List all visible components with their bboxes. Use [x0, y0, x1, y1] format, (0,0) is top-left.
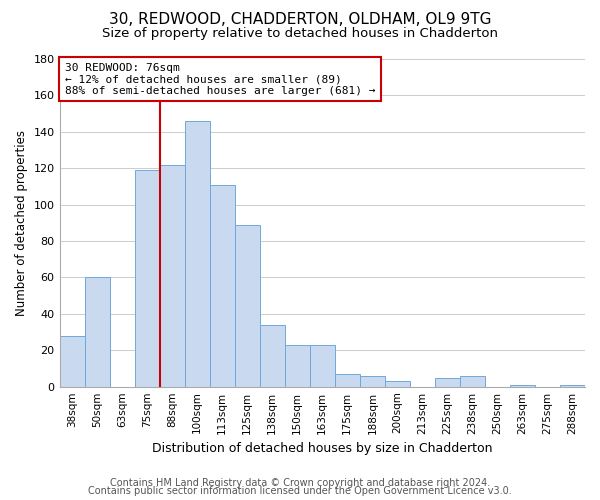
Bar [59, 336, 85, 386]
Text: 30 REDWOOD: 76sqm
← 12% of detached houses are smaller (89)
88% of semi-detached: 30 REDWOOD: 76sqm ← 12% of detached hous… [65, 62, 375, 96]
X-axis label: Distribution of detached houses by size in Chadderton: Distribution of detached houses by size … [152, 442, 493, 455]
Bar [134, 170, 160, 386]
Text: 30, REDWOOD, CHADDERTON, OLDHAM, OL9 9TG: 30, REDWOOD, CHADDERTON, OLDHAM, OL9 9TG [109, 12, 491, 28]
Bar [85, 278, 110, 386]
Bar [560, 385, 585, 386]
Bar [160, 164, 185, 386]
Bar [360, 376, 385, 386]
Bar [209, 184, 235, 386]
Text: Contains HM Land Registry data © Crown copyright and database right 2024.: Contains HM Land Registry data © Crown c… [110, 478, 490, 488]
Y-axis label: Number of detached properties: Number of detached properties [15, 130, 28, 316]
Bar [310, 345, 335, 387]
Bar [460, 376, 485, 386]
Text: Contains public sector information licensed under the Open Government Licence v3: Contains public sector information licen… [88, 486, 512, 496]
Text: Size of property relative to detached houses in Chadderton: Size of property relative to detached ho… [102, 28, 498, 40]
Bar [510, 385, 535, 386]
Bar [285, 345, 310, 387]
Bar [235, 224, 260, 386]
Bar [185, 121, 209, 386]
Bar [385, 381, 410, 386]
Bar [335, 374, 360, 386]
Bar [435, 378, 460, 386]
Bar [260, 325, 285, 386]
